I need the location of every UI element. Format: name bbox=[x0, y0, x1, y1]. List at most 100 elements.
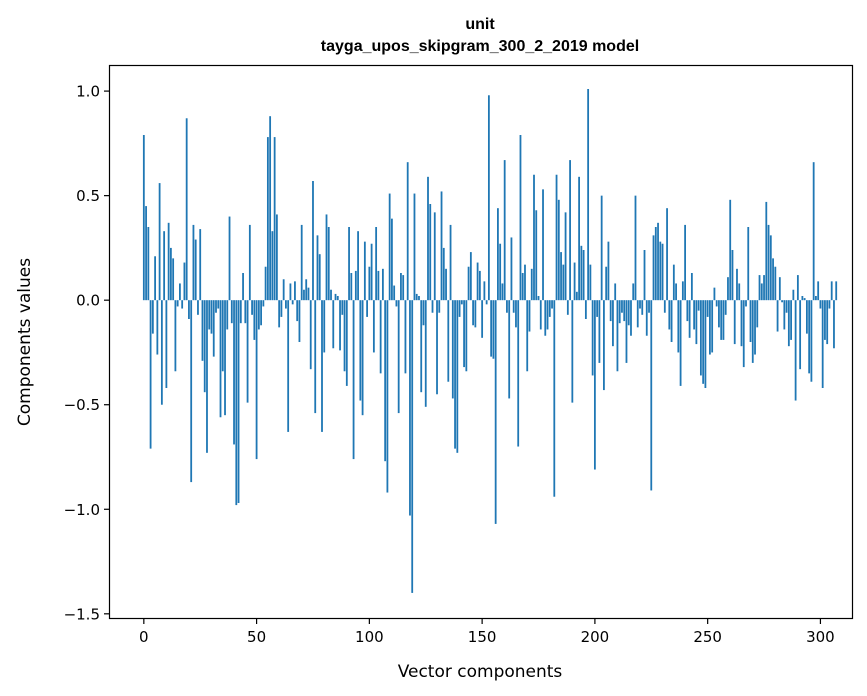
bar bbox=[731, 250, 734, 301]
bar bbox=[763, 275, 765, 301]
bar bbox=[679, 300, 682, 386]
bar bbox=[469, 252, 472, 301]
bar bbox=[724, 300, 727, 315]
bar bbox=[294, 281, 296, 301]
bar bbox=[783, 300, 786, 330]
bar bbox=[142, 135, 145, 301]
bar bbox=[282, 279, 285, 301]
bar bbox=[176, 300, 179, 307]
bar bbox=[612, 300, 614, 347]
bar bbox=[436, 300, 438, 395]
chart-title-line2: tayga_upos_skipgram_300_2_2019 model bbox=[321, 38, 639, 55]
bar bbox=[571, 300, 574, 403]
bar bbox=[582, 250, 585, 301]
bar bbox=[535, 210, 538, 301]
bar bbox=[215, 300, 217, 313]
bar bbox=[693, 300, 696, 330]
bar bbox=[670, 300, 673, 342]
bar bbox=[747, 227, 750, 301]
bar bbox=[185, 118, 188, 301]
bar bbox=[774, 266, 777, 301]
bar bbox=[402, 275, 405, 301]
bar bbox=[503, 160, 506, 301]
bar bbox=[810, 300, 813, 382]
bar bbox=[598, 300, 601, 363]
bar bbox=[278, 300, 281, 328]
bar bbox=[686, 300, 689, 322]
bar bbox=[332, 300, 335, 349]
bar bbox=[776, 300, 779, 332]
bar bbox=[179, 283, 181, 301]
bar bbox=[251, 300, 253, 315]
bar bbox=[422, 300, 425, 326]
bar bbox=[483, 281, 486, 301]
bar bbox=[194, 239, 197, 301]
bar bbox=[395, 300, 398, 307]
bar bbox=[704, 300, 707, 388]
bar bbox=[427, 176, 429, 301]
bar bbox=[312, 181, 314, 301]
bar bbox=[713, 287, 716, 301]
bar bbox=[463, 300, 465, 368]
bar bbox=[316, 235, 319, 301]
bar bbox=[718, 300, 720, 328]
bar bbox=[366, 300, 368, 317]
bar bbox=[539, 300, 542, 330]
bar bbox=[343, 300, 346, 372]
bar bbox=[830, 281, 833, 301]
bar bbox=[147, 227, 150, 301]
bar bbox=[499, 243, 502, 301]
bar bbox=[573, 262, 576, 301]
bar bbox=[478, 270, 481, 301]
bar bbox=[323, 300, 326, 353]
bar bbox=[677, 300, 680, 353]
bar bbox=[600, 195, 603, 301]
bar bbox=[476, 262, 479, 301]
bar bbox=[519, 135, 522, 301]
bar bbox=[260, 300, 262, 326]
bar bbox=[805, 300, 808, 334]
bar bbox=[368, 266, 371, 301]
bar bbox=[657, 222, 659, 301]
bar bbox=[172, 258, 175, 301]
bar bbox=[386, 300, 389, 493]
bar bbox=[742, 300, 745, 368]
bar bbox=[769, 235, 772, 301]
bar bbox=[641, 300, 644, 315]
bar bbox=[675, 283, 677, 301]
bar bbox=[551, 300, 553, 309]
bar bbox=[472, 300, 474, 326]
chart-title-line1: unit bbox=[465, 16, 495, 33]
bar bbox=[169, 247, 172, 301]
bar bbox=[515, 300, 517, 328]
bar bbox=[645, 300, 648, 336]
bar bbox=[321, 300, 323, 432]
bar bbox=[553, 300, 556, 497]
bar bbox=[528, 300, 531, 332]
bar bbox=[632, 283, 635, 301]
bar bbox=[424, 300, 427, 407]
bar bbox=[404, 300, 407, 374]
bar-series bbox=[142, 89, 838, 593]
bar bbox=[578, 176, 580, 301]
bar bbox=[758, 275, 761, 301]
bar bbox=[314, 300, 317, 414]
bar bbox=[224, 300, 226, 416]
bar bbox=[285, 300, 287, 309]
bar bbox=[381, 268, 384, 301]
bar bbox=[526, 300, 529, 372]
bar bbox=[778, 277, 781, 301]
bar bbox=[409, 300, 411, 516]
bar bbox=[456, 300, 459, 453]
bar bbox=[575, 291, 578, 301]
bar bbox=[828, 300, 831, 309]
bar bbox=[163, 231, 166, 301]
bar bbox=[230, 300, 233, 324]
bar bbox=[467, 266, 470, 301]
bar bbox=[699, 300, 702, 376]
bar bbox=[354, 270, 357, 301]
bar bbox=[661, 243, 664, 301]
bar bbox=[190, 300, 193, 483]
x-tick-label: 100 bbox=[355, 628, 384, 646]
